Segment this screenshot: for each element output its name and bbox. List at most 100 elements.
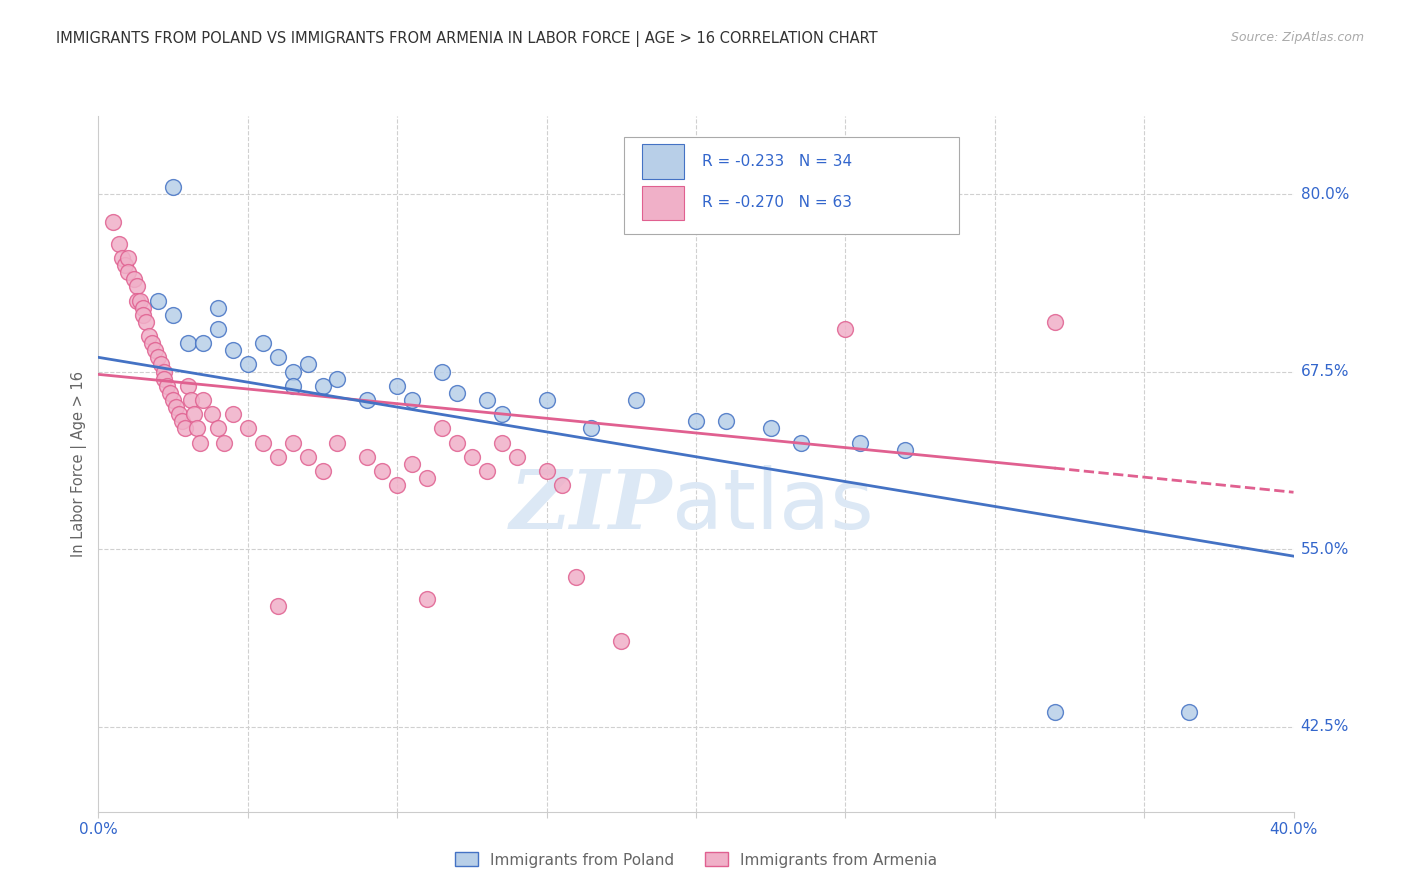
Point [491, 407, 513, 421]
Point [849, 435, 872, 450]
Point [789, 435, 811, 450]
Point [207, 301, 229, 315]
Point [385, 478, 409, 492]
Point [148, 293, 170, 308]
Point [162, 392, 184, 407]
Text: ZIP: ZIP [509, 466, 672, 546]
Point [536, 392, 558, 407]
Point [207, 322, 229, 336]
Point [162, 180, 184, 194]
Point [685, 414, 707, 428]
Point [153, 371, 176, 385]
FancyBboxPatch shape [624, 136, 959, 235]
Point [236, 421, 259, 435]
Point [267, 450, 290, 464]
Point [177, 336, 200, 351]
Point [159, 385, 181, 400]
Point [401, 457, 423, 471]
Point [183, 407, 205, 421]
Point [326, 435, 349, 450]
Point [416, 591, 439, 606]
Point [610, 634, 633, 648]
Point [565, 570, 588, 584]
Point [311, 464, 333, 478]
Point [141, 336, 163, 351]
Text: R = -0.270   N = 63: R = -0.270 N = 63 [702, 195, 852, 211]
Point [281, 365, 304, 379]
Point [506, 450, 529, 464]
Point [491, 435, 513, 450]
Point [174, 421, 197, 435]
Point [124, 272, 146, 286]
Point [207, 421, 229, 435]
Text: R = -0.233   N = 34: R = -0.233 N = 34 [702, 153, 852, 169]
Point [297, 358, 319, 372]
Text: Source: ZipAtlas.com: Source: ZipAtlas.com [1230, 31, 1364, 45]
Point [127, 279, 149, 293]
Point [297, 450, 319, 464]
Point [536, 464, 558, 478]
Point [180, 392, 202, 407]
Point [132, 308, 155, 322]
Point [430, 365, 453, 379]
Y-axis label: In Labor Force | Age > 16: In Labor Force | Age > 16 [70, 371, 87, 557]
Point [103, 215, 125, 229]
Point [281, 435, 304, 450]
Text: 80.0%: 80.0% [1301, 186, 1348, 202]
Point [401, 392, 423, 407]
Point [117, 265, 139, 279]
Point [138, 329, 160, 343]
Point [326, 371, 349, 385]
Point [430, 421, 453, 435]
Point [222, 343, 245, 358]
Text: 42.5%: 42.5% [1301, 719, 1348, 734]
Point [236, 358, 259, 372]
Point [1043, 315, 1066, 329]
Point [416, 471, 439, 485]
Point [252, 435, 274, 450]
Point [356, 450, 378, 464]
Point [461, 450, 484, 464]
Point [153, 365, 176, 379]
Point [475, 392, 498, 407]
Point [114, 258, 136, 272]
Point [222, 407, 245, 421]
Text: 55.0%: 55.0% [1301, 541, 1348, 557]
Point [111, 251, 134, 265]
Point [191, 336, 214, 351]
Point [150, 358, 173, 372]
FancyBboxPatch shape [643, 186, 685, 220]
Point [446, 385, 468, 400]
Point [475, 464, 498, 478]
Point [108, 236, 131, 251]
Point [624, 392, 647, 407]
Point [132, 301, 155, 315]
Text: atlas: atlas [672, 465, 873, 546]
Point [162, 308, 184, 322]
Point [177, 378, 200, 392]
Point [550, 478, 572, 492]
Point [143, 343, 166, 358]
Point [188, 435, 211, 450]
Point [135, 315, 157, 329]
Point [834, 322, 856, 336]
Point [191, 392, 214, 407]
Point [356, 392, 378, 407]
Text: 67.5%: 67.5% [1301, 364, 1348, 379]
FancyBboxPatch shape [643, 144, 685, 178]
Point [1178, 706, 1201, 720]
Point [1043, 706, 1066, 720]
Point [581, 421, 603, 435]
Point [267, 351, 290, 365]
Point [165, 400, 187, 414]
Point [212, 435, 235, 450]
Point [371, 464, 394, 478]
Point [201, 407, 224, 421]
Point [252, 336, 274, 351]
Point [311, 378, 333, 392]
Point [894, 442, 917, 457]
Point [267, 599, 290, 613]
Point [281, 378, 304, 392]
Point [446, 435, 468, 450]
Point [714, 414, 737, 428]
